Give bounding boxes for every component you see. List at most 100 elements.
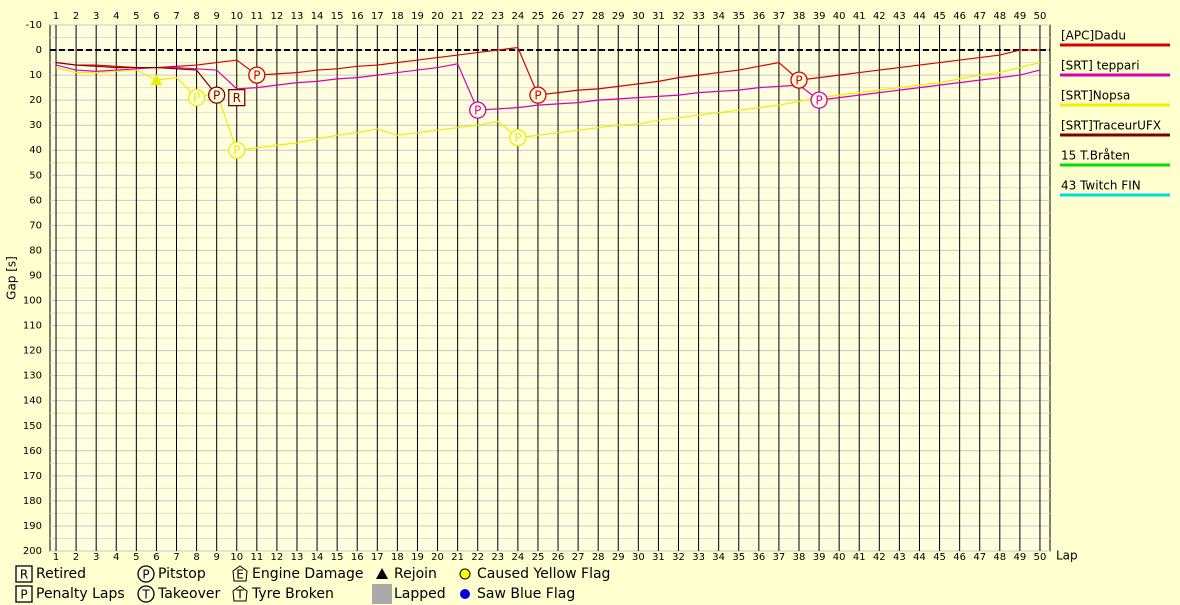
x-tick-label: 3 [93,11,99,22]
y-tick-label: 190 [23,521,42,532]
x-tick-label: 13 [291,11,304,22]
y-tick-label: 30 [29,120,42,131]
key-label: Rejoin [394,566,437,582]
x-tick-label: 32 [672,11,685,22]
x-tick-label: 30 [632,11,645,22]
series-line [55,61,218,96]
x-tick-label: 49 [1014,552,1027,563]
y-tick-label: 90 [29,270,42,281]
key-symbol [15,585,33,603]
x-tick-label: 1 [53,11,59,22]
x-tick-label: 19 [411,11,424,22]
x-tick-label: 31 [652,11,665,22]
x-tick-label: 17 [371,11,384,22]
legend-label: [APC]Dadu [1061,29,1126,43]
x-tick-label: 27 [572,552,585,563]
legend-label: [SRT] teppari [1061,59,1140,73]
event-glyph: P [795,74,802,88]
y-tick-label: 160 [23,446,42,457]
y-tick-label: 80 [29,245,42,256]
x-tick-label: 4 [113,11,119,22]
event-shape [509,129,527,147]
x-tick-label: 10 [230,552,243,563]
key-glyph: E [236,568,244,582]
x-tick-label: 11 [250,552,263,563]
event-shape [469,101,487,119]
event-marker: P [187,88,206,107]
event-glyph: P [474,104,481,118]
x-tick-label: 45 [933,552,946,563]
x-tick-label: 50 [1034,11,1047,22]
key-label: Retired [36,566,86,582]
x-tick-label: 8 [193,552,199,563]
x-tick-label: 39 [813,552,826,563]
x-tick-label: 28 [592,552,605,563]
x-tick-label: 5 [133,552,139,563]
x-tick-label: 7 [173,552,179,563]
x-tick-label: 20 [431,11,444,22]
key-label: Tyre Broken [251,586,334,602]
y-tick-label: 0 [36,45,42,56]
x-tick-label: 29 [612,11,625,22]
x-tick-label: 2 [73,552,79,563]
x-tick-label: 48 [993,552,1006,563]
y-tick-label: 200 [23,546,42,557]
event-shape [228,88,246,107]
event-marker: P [469,101,487,119]
x-tick-label: 41 [853,552,866,563]
event-marker: P [228,141,246,159]
x-tick-label: 28 [592,11,605,22]
key-symbol [460,589,470,599]
x-tick-label: 5 [133,11,139,22]
x-tick-label: 34 [712,552,725,563]
key-symbol [372,584,392,604]
x-tick-label: 35 [732,552,745,563]
key-symbol [459,568,471,580]
y-tick-label: 60 [29,195,42,206]
series-line [55,46,1040,96]
y-tick-label: 10 [29,70,42,81]
x-tick-label: 2 [73,11,79,22]
x-tick-label: 44 [913,11,926,22]
x-tick-label: 40 [833,552,846,563]
event-marker: P [208,86,226,104]
x-tick-label: 30 [632,552,645,563]
x-tick-label: 6 [153,11,159,22]
event-glyph: R [233,91,241,105]
event-marker: P [529,86,547,104]
x-tick-label: 11 [250,11,263,22]
x-tick-label: 20 [431,552,444,563]
x-tick-label: 40 [833,11,846,22]
x-tick-label: 50 [1034,552,1047,563]
x-tick-label: 25 [532,11,545,22]
key-symbol [137,585,155,603]
x-tick-label: 21 [451,11,464,22]
event-shape [187,88,206,107]
x-tick-label: 14 [311,552,324,563]
event-shape [529,86,547,104]
key-glyph: T [235,588,244,602]
x-tick-label: 3 [93,552,99,563]
event-marker: P [248,66,266,84]
y-tick-label: 180 [23,496,42,507]
event-marker: P [790,71,808,89]
x-tick-label: 33 [692,552,705,563]
x-tick-label: 37 [773,552,786,563]
event-shape [810,91,828,109]
event-marker: P [509,129,527,147]
x-tick-label: 25 [532,552,545,563]
y-tick-label: 120 [23,346,42,357]
key-label: Pitstop [158,566,206,582]
x-tick-label: 24 [512,552,525,563]
x-tick-label: 38 [793,552,806,563]
x-tick-label: 36 [752,11,765,22]
x-tick-label: 15 [331,11,344,22]
x-tick-label: 16 [351,552,364,563]
key-glyph: R [20,568,28,582]
key-label: Saw Blue Flag [477,586,575,602]
x-tick-label: 13 [291,552,304,563]
x-tick-label: 22 [471,552,484,563]
y-axis-label: Gap [s] [5,256,19,300]
x-tick-label: 19 [411,552,424,563]
